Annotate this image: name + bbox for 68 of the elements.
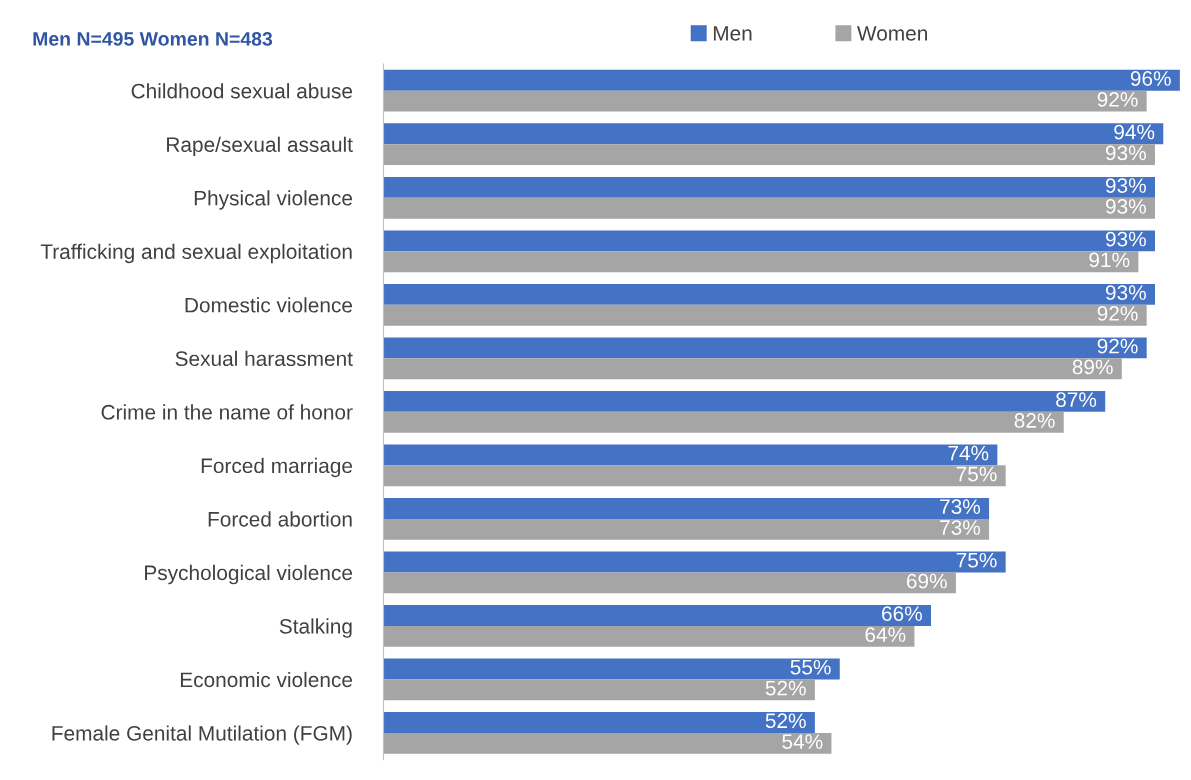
data-label: 93% xyxy=(1105,199,1146,214)
bar xyxy=(383,625,915,647)
bar xyxy=(383,679,815,701)
bar xyxy=(383,304,1147,326)
bar xyxy=(383,465,1006,487)
y-tick-label: Stalking xyxy=(279,618,352,638)
bar xyxy=(383,411,1064,433)
bar xyxy=(383,498,990,519)
data-label: 93% xyxy=(1105,178,1146,193)
data-label: 54% xyxy=(782,734,823,749)
bar xyxy=(383,337,1147,359)
data-label: 55% xyxy=(790,659,831,675)
data-label: 82% xyxy=(1014,413,1055,428)
data-label: 52% xyxy=(765,680,806,696)
y-tick-label: Physical violence xyxy=(194,190,353,210)
bar xyxy=(383,123,1164,145)
data-label: 74% xyxy=(948,445,989,461)
data-label: 52% xyxy=(765,713,806,729)
data-label: 91% xyxy=(1089,252,1130,268)
data-label: 73% xyxy=(940,499,981,515)
bar xyxy=(383,144,1155,166)
data-label: 92% xyxy=(1097,92,1138,107)
y-tick-label: Rape/sexual assault xyxy=(167,136,353,157)
y-tick-label: Sexual harassment xyxy=(175,350,353,367)
data-label: 93% xyxy=(1105,231,1146,247)
data-label: 93% xyxy=(1105,285,1146,300)
legend-label: Women xyxy=(857,26,927,41)
data-label: 66% xyxy=(882,606,922,622)
data-label: 92% xyxy=(1097,338,1138,354)
bar xyxy=(383,90,1147,112)
bar xyxy=(383,251,1139,273)
bar xyxy=(383,712,815,733)
y-tick-label: Economic violence xyxy=(180,671,353,688)
bar xyxy=(383,732,832,754)
legend-label: Men xyxy=(713,26,752,41)
y-tick-label: Forced abortion xyxy=(208,511,352,527)
text: Men N=495 Women N=483 xyxy=(33,32,273,46)
bar xyxy=(383,176,1155,198)
y-tick-label: Female Genital Mutilation (FGM) xyxy=(52,725,352,745)
bar xyxy=(383,444,998,466)
bar xyxy=(383,230,1155,252)
bar xyxy=(383,358,1122,380)
data-label: 87% xyxy=(1056,392,1097,407)
bar xyxy=(383,605,932,626)
bar xyxy=(383,572,956,594)
data-label: 89% xyxy=(1072,359,1113,375)
y-tick-label: Forced marriage xyxy=(201,457,353,478)
y-tick-label: Domestic violence xyxy=(185,297,353,313)
data-label: 75% xyxy=(956,466,997,482)
data-label: 69% xyxy=(906,573,947,589)
bar xyxy=(383,551,1006,573)
data-label: 75% xyxy=(956,552,997,568)
bar xyxy=(383,658,840,680)
y-tick-label: Trafficking and sexual exploitation xyxy=(40,243,352,264)
data-label: 64% xyxy=(865,627,906,642)
bar xyxy=(383,283,1155,305)
bar xyxy=(383,197,1155,219)
bar xyxy=(383,390,1106,412)
data-label: 73% xyxy=(940,520,981,535)
data-label: 94% xyxy=(1114,124,1155,140)
data-label: 96% xyxy=(1130,71,1171,86)
y-tick-label: Childhood sexual abuse xyxy=(131,83,353,99)
data-label: 93% xyxy=(1105,145,1146,161)
data-label: 92% xyxy=(1097,306,1138,321)
y-tick-label: Crime in the name of honor xyxy=(101,404,353,420)
bar xyxy=(383,518,990,540)
bar xyxy=(383,69,1180,91)
y-tick-label: Psychological violence xyxy=(145,564,353,585)
